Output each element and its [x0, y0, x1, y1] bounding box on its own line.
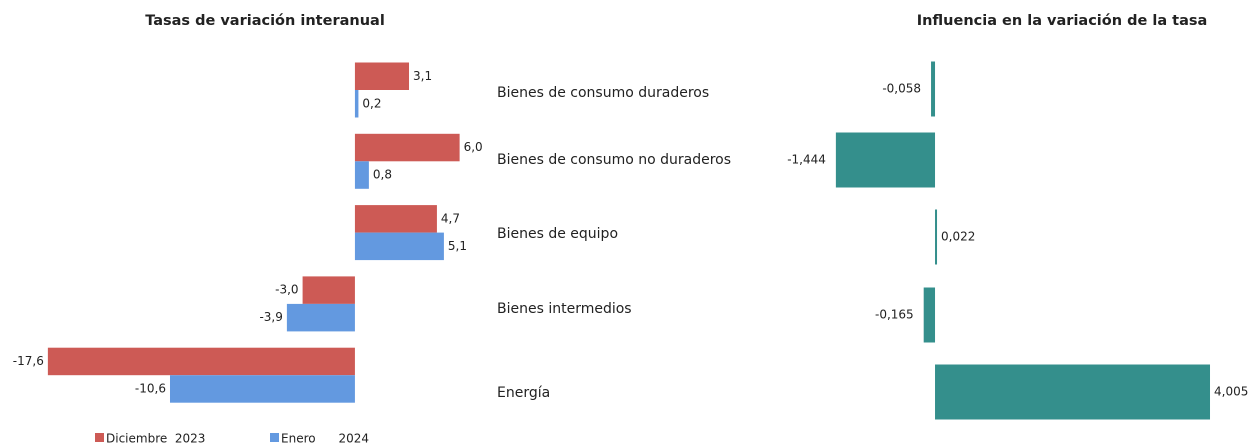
bar: [935, 209, 938, 265]
data-label: 4,005: [1214, 385, 1248, 399]
legend-swatch: [270, 433, 279, 442]
category-label: Energía: [497, 385, 550, 401]
data-label: 0,8: [373, 168, 392, 182]
bar: [302, 276, 355, 304]
bar: [169, 375, 355, 403]
chart-title: Tasas de variación interanual: [145, 13, 385, 29]
bar: [354, 161, 369, 189]
legend-swatch: [95, 433, 104, 442]
category-label: Bienes de consumo duraderos: [497, 85, 709, 101]
data-label: 0,022: [941, 230, 975, 244]
bar: [354, 90, 359, 118]
data-label: 4,7: [441, 211, 460, 225]
category-label: Bienes de equipo: [497, 226, 618, 242]
category-label: Bienes intermedios: [497, 301, 632, 317]
bar: [923, 287, 936, 343]
legend-label: Diciembre 2023: [106, 432, 205, 446]
data-label: -17,6: [13, 354, 44, 368]
data-label: -3,9: [259, 310, 282, 324]
bar: [354, 62, 410, 90]
category-label: Bienes de consumo no duraderos: [497, 152, 731, 168]
bar: [354, 133, 460, 162]
data-label: 5,1: [448, 239, 467, 253]
bar: [286, 303, 355, 332]
data-label: -0,058: [882, 82, 921, 96]
data-label: 6,0: [464, 140, 483, 154]
bar: [47, 347, 355, 376]
data-label: -0,165: [875, 308, 914, 322]
chart-title: Influencia en la variación de la tasa: [917, 13, 1208, 29]
bar: [931, 61, 936, 117]
data-label: 0,2: [362, 96, 381, 110]
bar: [835, 132, 936, 188]
data-label: -3,0: [275, 283, 298, 297]
bar: [935, 364, 1211, 420]
data-label: -1,444: [787, 153, 826, 167]
data-label: -10,6: [135, 381, 166, 395]
bar: [354, 232, 444, 261]
data-label: 3,1: [413, 69, 432, 83]
legend-label: Enero 2024: [281, 432, 369, 446]
bar: [354, 205, 437, 233]
